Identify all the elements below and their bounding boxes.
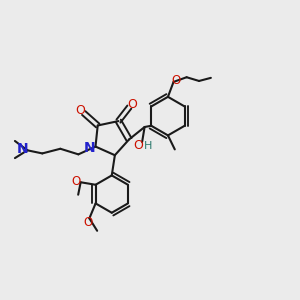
Text: O: O <box>76 104 85 117</box>
Text: O: O <box>72 175 81 188</box>
Text: O: O <box>83 216 93 229</box>
Text: H: H <box>143 141 152 151</box>
Text: N: N <box>17 142 28 156</box>
Text: O: O <box>171 74 181 87</box>
Text: N: N <box>84 141 96 155</box>
Text: O: O <box>127 98 137 111</box>
Text: O: O <box>134 139 143 152</box>
